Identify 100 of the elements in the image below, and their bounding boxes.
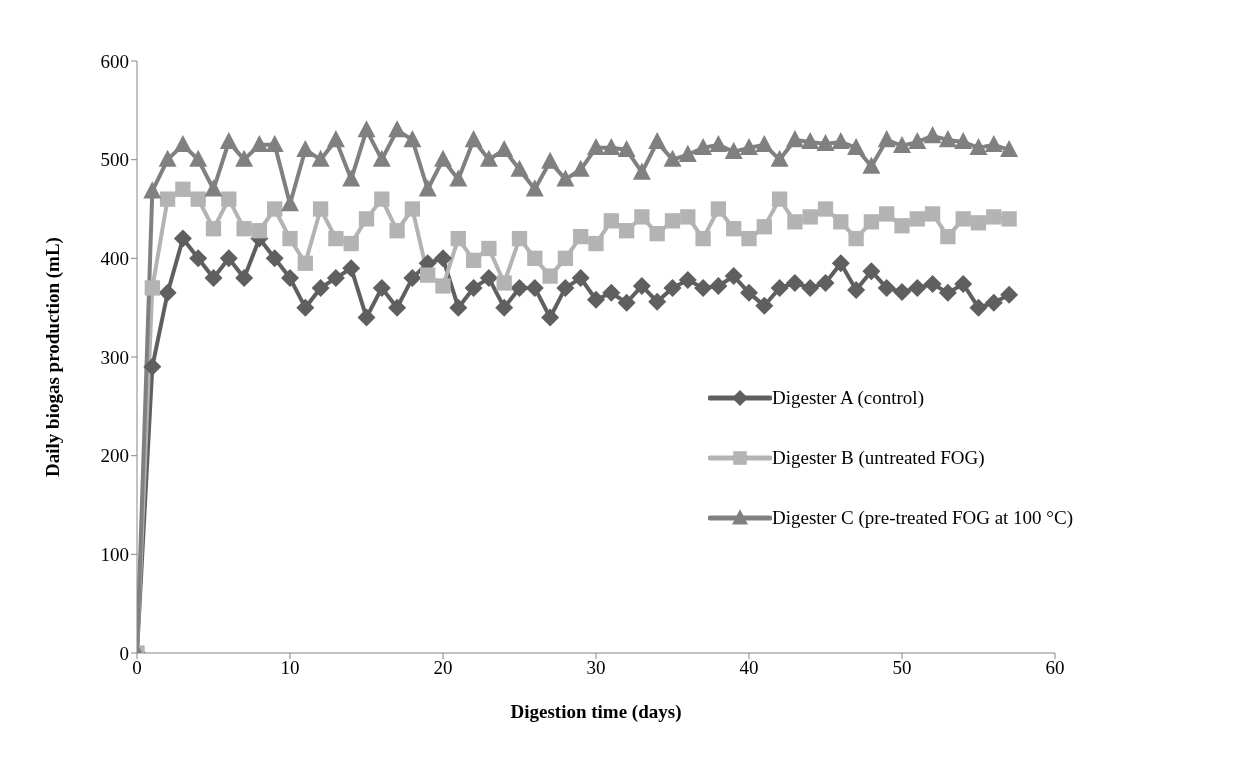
point [970,215,987,231]
point [204,269,223,288]
point [648,132,667,150]
point [435,278,451,294]
point [986,209,1002,225]
point [342,169,361,187]
point [726,221,742,237]
point [556,278,575,297]
point [740,137,758,156]
point [449,298,468,317]
point [969,137,988,156]
point [694,278,713,297]
point [571,269,590,288]
point [940,228,956,245]
point [372,149,391,167]
point [404,201,421,217]
point [893,282,911,301]
point [219,249,238,268]
point [1000,139,1019,157]
point [847,137,866,156]
point [374,191,390,207]
point [343,235,359,252]
point [785,130,804,148]
point [205,221,222,237]
point [602,283,621,302]
point [251,223,268,239]
point [801,278,820,297]
point [648,292,667,311]
point [588,235,604,252]
point [420,267,436,283]
point [954,274,973,293]
point [311,278,330,297]
point [984,134,1003,153]
point [557,250,574,266]
point [189,249,208,268]
point [190,191,206,207]
point [495,298,514,317]
point [938,130,957,148]
point [879,206,895,222]
legend-label: Digester A (control) [772,387,924,409]
point [143,357,162,376]
legend-label: Digester B (untreated FOG) [772,447,985,469]
point [954,132,973,150]
point [602,137,621,156]
point [388,298,407,317]
point [328,230,344,247]
point [541,308,560,327]
point [587,137,605,156]
point [144,280,160,296]
point [617,293,636,312]
point [680,209,696,225]
point [281,194,299,212]
point [678,144,697,162]
point [848,230,864,247]
point [632,276,651,295]
x-axis-title: Digestion time (days) [510,701,682,723]
x-tick-label: 10 [280,657,300,679]
point [464,130,483,148]
point [573,228,589,245]
point [817,201,834,217]
point [1000,285,1019,304]
point [542,268,558,284]
point [236,221,252,237]
legend-label: Digester C (pre-treated FOG at 100 °C) [772,507,1073,529]
point [634,209,650,225]
point [710,201,727,217]
point [159,191,176,207]
point [984,293,1003,312]
point [771,191,788,207]
point [434,249,452,268]
point [695,230,711,247]
point [863,214,880,230]
point [281,269,299,288]
point [908,132,927,150]
point [527,250,543,266]
point [510,159,529,177]
point [894,218,910,234]
point [924,206,941,222]
point [862,262,881,281]
point [909,211,925,227]
point [479,269,498,288]
point [802,209,818,225]
point [265,249,284,268]
point [709,134,728,153]
y-tick-label: 100 [100,544,129,566]
x-tick-label: 40 [739,657,759,679]
point [785,274,804,292]
point [816,274,835,292]
point [481,240,497,257]
point [221,191,237,207]
point [663,149,682,167]
point [908,278,927,297]
point [342,259,361,278]
point [143,181,162,199]
point [496,275,512,291]
point [158,283,177,302]
point [877,130,896,148]
y-tick-label: 300 [100,346,129,368]
point [372,278,391,297]
point [296,298,315,317]
